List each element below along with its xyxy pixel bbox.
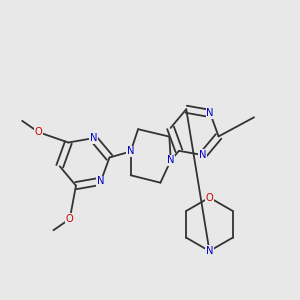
Text: N: N: [127, 146, 134, 157]
Text: N: N: [199, 150, 207, 160]
Text: N: N: [206, 109, 214, 118]
Text: O: O: [66, 214, 74, 224]
Text: N: N: [89, 133, 97, 143]
Text: N: N: [97, 176, 105, 186]
Text: O: O: [35, 127, 42, 137]
Text: O: O: [206, 193, 213, 202]
Text: N: N: [206, 246, 213, 256]
Text: N: N: [167, 155, 175, 165]
